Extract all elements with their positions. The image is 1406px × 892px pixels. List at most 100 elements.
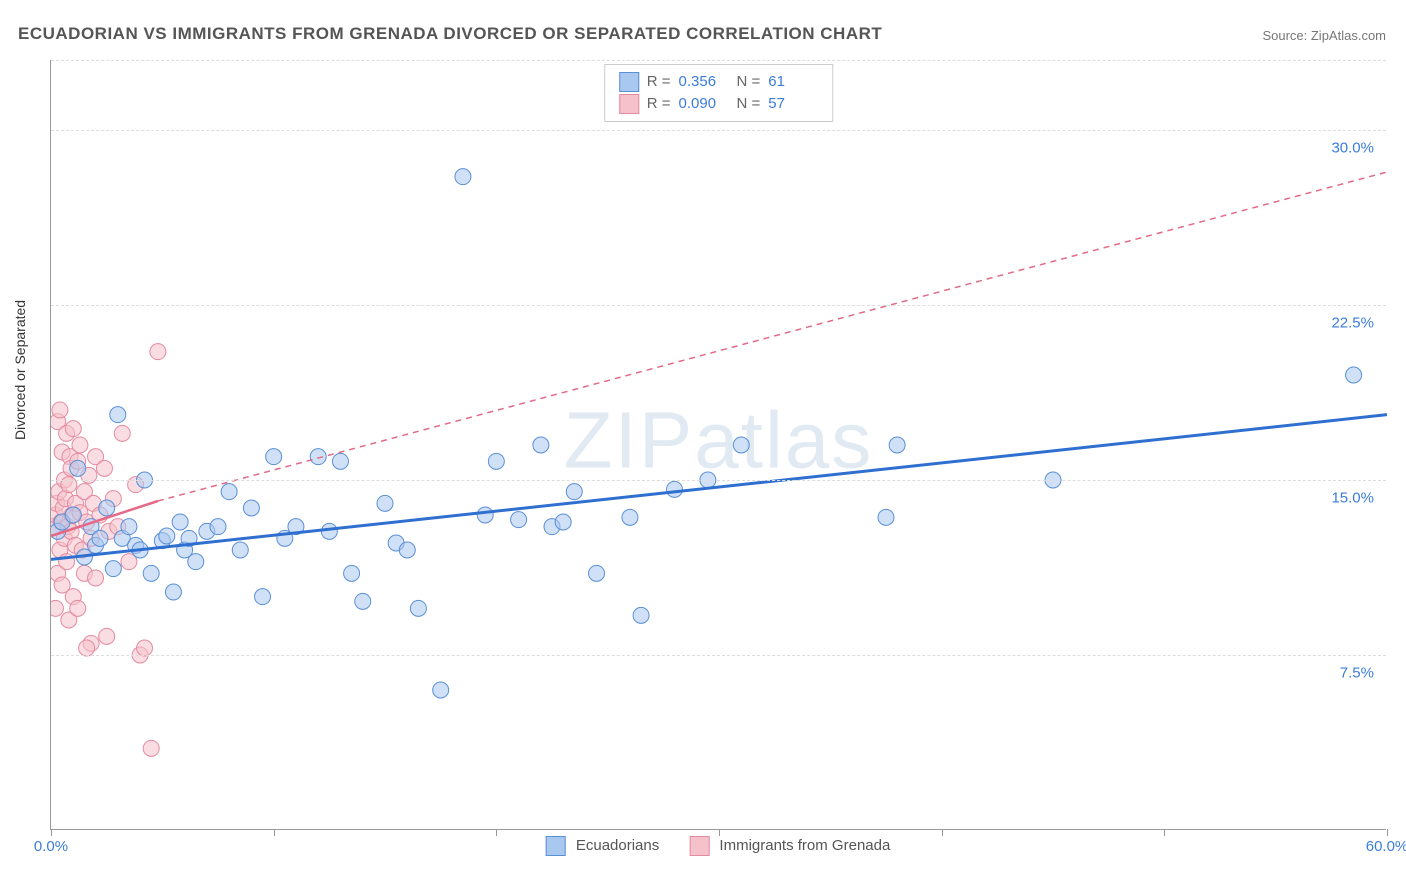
data-point	[455, 169, 471, 185]
data-point	[232, 542, 248, 558]
xtick-label: 0.0%	[34, 838, 68, 855]
data-point	[121, 519, 137, 535]
data-point	[114, 425, 130, 441]
data-point	[477, 507, 493, 523]
data-point	[355, 593, 371, 609]
data-point	[266, 449, 282, 465]
legend-n-label-2: N =	[737, 93, 761, 115]
legend-pink-label: Immigrants from Grenada	[719, 837, 890, 854]
ytick-label: 7.5%	[1340, 665, 1374, 682]
data-point	[332, 453, 348, 469]
plot-area: ZIPatlas R = 0.356 N = 61 R = 0.090 N = …	[50, 60, 1386, 830]
xtick	[496, 829, 497, 836]
data-point	[377, 495, 393, 511]
data-point	[344, 565, 360, 581]
legend-item-pink: Immigrants from Grenada	[689, 836, 890, 856]
legend-swatch-blue	[619, 72, 639, 92]
data-point	[65, 421, 81, 437]
data-point	[589, 565, 605, 581]
xtick	[1387, 829, 1388, 836]
legend-r-label-2: R =	[647, 93, 671, 115]
data-point	[150, 344, 166, 360]
xtick	[51, 829, 52, 836]
chart-area: ZIPatlas R = 0.356 N = 61 R = 0.090 N = …	[50, 60, 1386, 830]
data-point	[70, 460, 86, 476]
data-point	[72, 437, 88, 453]
ytick-label: 22.5%	[1331, 315, 1374, 332]
legend-pink-r: 0.090	[679, 93, 729, 115]
data-point	[210, 519, 226, 535]
data-point	[96, 460, 112, 476]
data-point	[188, 554, 204, 570]
data-point	[165, 584, 181, 600]
data-point	[143, 565, 159, 581]
data-point	[488, 453, 504, 469]
legend-row-pink: R = 0.090 N = 57	[619, 93, 819, 115]
data-point	[159, 528, 175, 544]
data-point	[143, 740, 159, 756]
legend-swatch-pink-2	[689, 836, 709, 856]
source-label: Source: ZipAtlas.com	[1262, 28, 1386, 43]
y-axis-label: Divorced or Separated	[12, 300, 28, 440]
data-point	[878, 509, 894, 525]
data-point	[105, 561, 121, 577]
data-point	[99, 628, 115, 644]
data-point	[511, 512, 527, 528]
data-point	[243, 500, 259, 516]
legend-row-blue: R = 0.356 N = 61	[619, 71, 819, 93]
gridline-h	[51, 305, 1386, 306]
legend-blue-r: 0.356	[679, 71, 729, 93]
data-point	[51, 600, 63, 616]
data-point	[433, 682, 449, 698]
xtick	[1164, 829, 1165, 836]
xtick	[942, 829, 943, 836]
legend-pink-n: 57	[768, 93, 818, 115]
data-point	[633, 607, 649, 623]
data-point	[52, 402, 68, 418]
gridline-h	[51, 480, 1386, 481]
data-point	[410, 600, 426, 616]
data-point	[533, 437, 549, 453]
data-point	[137, 640, 153, 656]
data-point	[310, 449, 326, 465]
gridline-h	[51, 130, 1386, 131]
xtick	[274, 829, 275, 836]
data-point	[666, 481, 682, 497]
gridline-h-top	[51, 60, 1386, 61]
regression-line	[51, 415, 1387, 560]
data-point	[65, 507, 81, 523]
data-point	[889, 437, 905, 453]
xtick-label: 60.0%	[1366, 838, 1406, 855]
data-point	[399, 542, 415, 558]
ytick-label: 30.0%	[1331, 140, 1374, 157]
gridline-h	[51, 655, 1386, 656]
legend-n-label: N =	[737, 71, 761, 93]
legend-item-blue: Ecuadorians	[546, 836, 660, 856]
regression-line	[158, 172, 1387, 501]
legend-r-label: R =	[647, 71, 671, 93]
data-point	[172, 514, 188, 530]
legend-blue-label: Ecuadorians	[576, 837, 659, 854]
data-point	[566, 484, 582, 500]
data-point	[79, 640, 95, 656]
data-point	[733, 437, 749, 453]
data-point	[1346, 367, 1362, 383]
data-point	[99, 500, 115, 516]
legend-swatch-blue-2	[546, 836, 566, 856]
data-point	[255, 589, 271, 605]
legend-stats: R = 0.356 N = 61 R = 0.090 N = 57	[604, 64, 834, 122]
ytick-label: 15.0%	[1331, 490, 1374, 507]
legend-blue-n: 61	[768, 71, 818, 93]
legend-series: Ecuadorians Immigrants from Grenada	[546, 836, 891, 856]
chart-title: ECUADORIAN VS IMMIGRANTS FROM GRENADA DI…	[18, 24, 882, 44]
xtick	[719, 829, 720, 836]
data-point	[92, 530, 108, 546]
data-point	[221, 484, 237, 500]
data-point	[555, 514, 571, 530]
scatter-svg	[51, 60, 1387, 830]
data-point	[88, 570, 104, 586]
legend-swatch-pink	[619, 94, 639, 114]
data-point	[321, 523, 337, 539]
data-point	[110, 407, 126, 423]
data-point	[622, 509, 638, 525]
